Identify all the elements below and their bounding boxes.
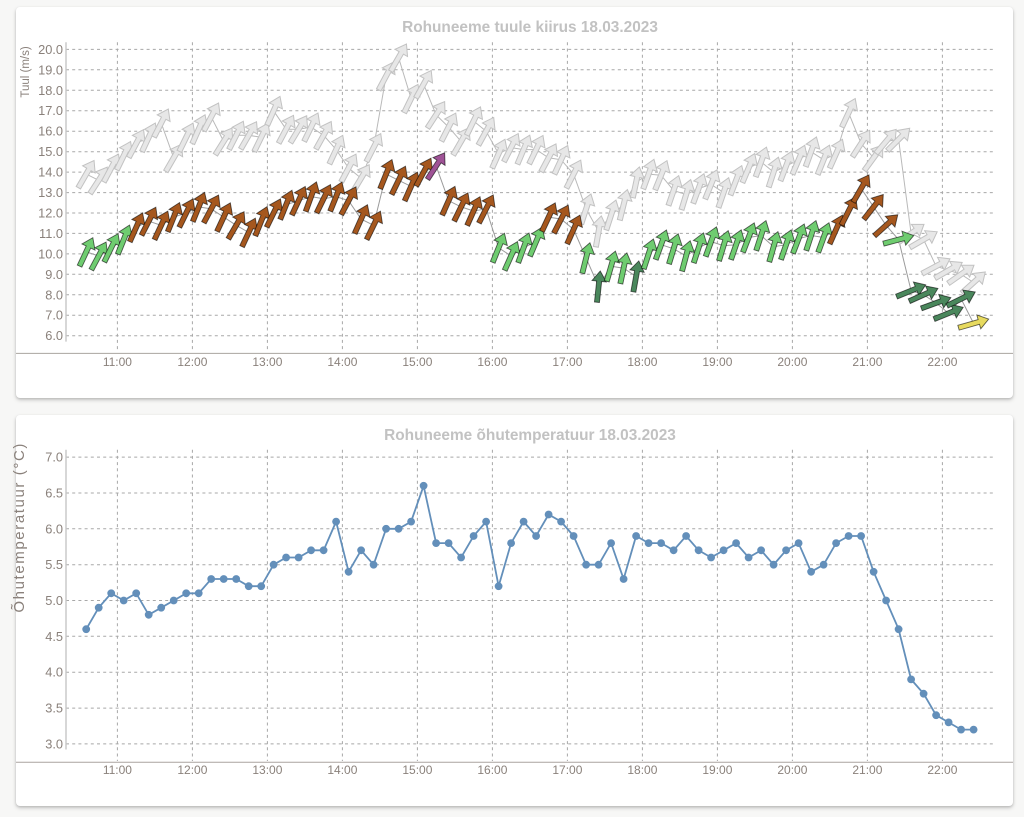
svg-text:4.5: 4.5 [45, 629, 63, 644]
svg-text:18:00: 18:00 [627, 763, 657, 777]
svg-text:3.5: 3.5 [45, 701, 63, 716]
svg-text:18:00: 18:00 [627, 355, 657, 369]
svg-text:15:00: 15:00 [402, 355, 432, 369]
svg-text:4.0: 4.0 [45, 665, 63, 680]
svg-text:13:00: 13:00 [252, 355, 282, 369]
svg-text:14:00: 14:00 [327, 763, 357, 777]
svg-text:7.0: 7.0 [45, 308, 63, 323]
svg-text:17:00: 17:00 [552, 355, 582, 369]
svg-text:3.0: 3.0 [45, 736, 63, 751]
svg-text:5.5: 5.5 [45, 557, 63, 572]
svg-text:Rohuneeme õhutemperatuur 18.03: Rohuneeme õhutemperatuur 18.03.2023 [384, 427, 676, 444]
svg-text:Rohuneeme tuule kiirus 18.03.2: Rohuneeme tuule kiirus 18.03.2023 [402, 19, 658, 36]
svg-text:8.0: 8.0 [45, 287, 63, 302]
svg-text:17:00: 17:00 [552, 763, 582, 777]
svg-text:16:00: 16:00 [477, 763, 507, 777]
svg-text:13.0: 13.0 [38, 185, 63, 200]
svg-text:20:00: 20:00 [777, 763, 807, 777]
svg-text:6.0: 6.0 [45, 521, 63, 536]
svg-text:19.0: 19.0 [38, 62, 63, 77]
svg-text:6.5: 6.5 [45, 486, 63, 501]
svg-text:18.0: 18.0 [38, 83, 63, 98]
svg-text:17.0: 17.0 [38, 103, 63, 118]
svg-text:15:00: 15:00 [402, 763, 432, 777]
svg-text:Tuul (m/s): Tuul (m/s) [20, 46, 32, 97]
svg-text:14:00: 14:00 [327, 355, 357, 369]
svg-text:15.0: 15.0 [38, 144, 63, 159]
svg-text:7.0: 7.0 [45, 450, 63, 465]
svg-text:11:00: 11:00 [103, 763, 132, 777]
svg-text:11:00: 11:00 [103, 355, 132, 369]
svg-text:12:00: 12:00 [177, 355, 207, 369]
svg-text:5.0: 5.0 [45, 593, 63, 608]
svg-text:20:00: 20:00 [777, 355, 807, 369]
svg-text:6.0: 6.0 [45, 328, 63, 343]
svg-text:22:00: 22:00 [927, 763, 957, 777]
svg-text:22:00: 22:00 [927, 355, 957, 369]
svg-text:13:00: 13:00 [252, 763, 282, 777]
svg-text:21:00: 21:00 [852, 355, 882, 369]
svg-text:Õhutemperatuur (°C): Õhutemperatuur (°C) [11, 442, 28, 613]
svg-text:10.0: 10.0 [38, 246, 63, 261]
svg-text:16.0: 16.0 [38, 124, 63, 139]
svg-text:20.0: 20.0 [38, 42, 63, 57]
svg-text:12:00: 12:00 [177, 763, 207, 777]
svg-text:9.0: 9.0 [45, 267, 63, 282]
svg-text:16:00: 16:00 [477, 355, 507, 369]
svg-text:11.0: 11.0 [39, 226, 63, 241]
svg-text:21:00: 21:00 [852, 763, 882, 777]
svg-text:19:00: 19:00 [702, 355, 732, 369]
svg-text:19:00: 19:00 [702, 763, 732, 777]
svg-text:14.0: 14.0 [38, 165, 63, 180]
svg-text:12.0: 12.0 [38, 206, 63, 221]
